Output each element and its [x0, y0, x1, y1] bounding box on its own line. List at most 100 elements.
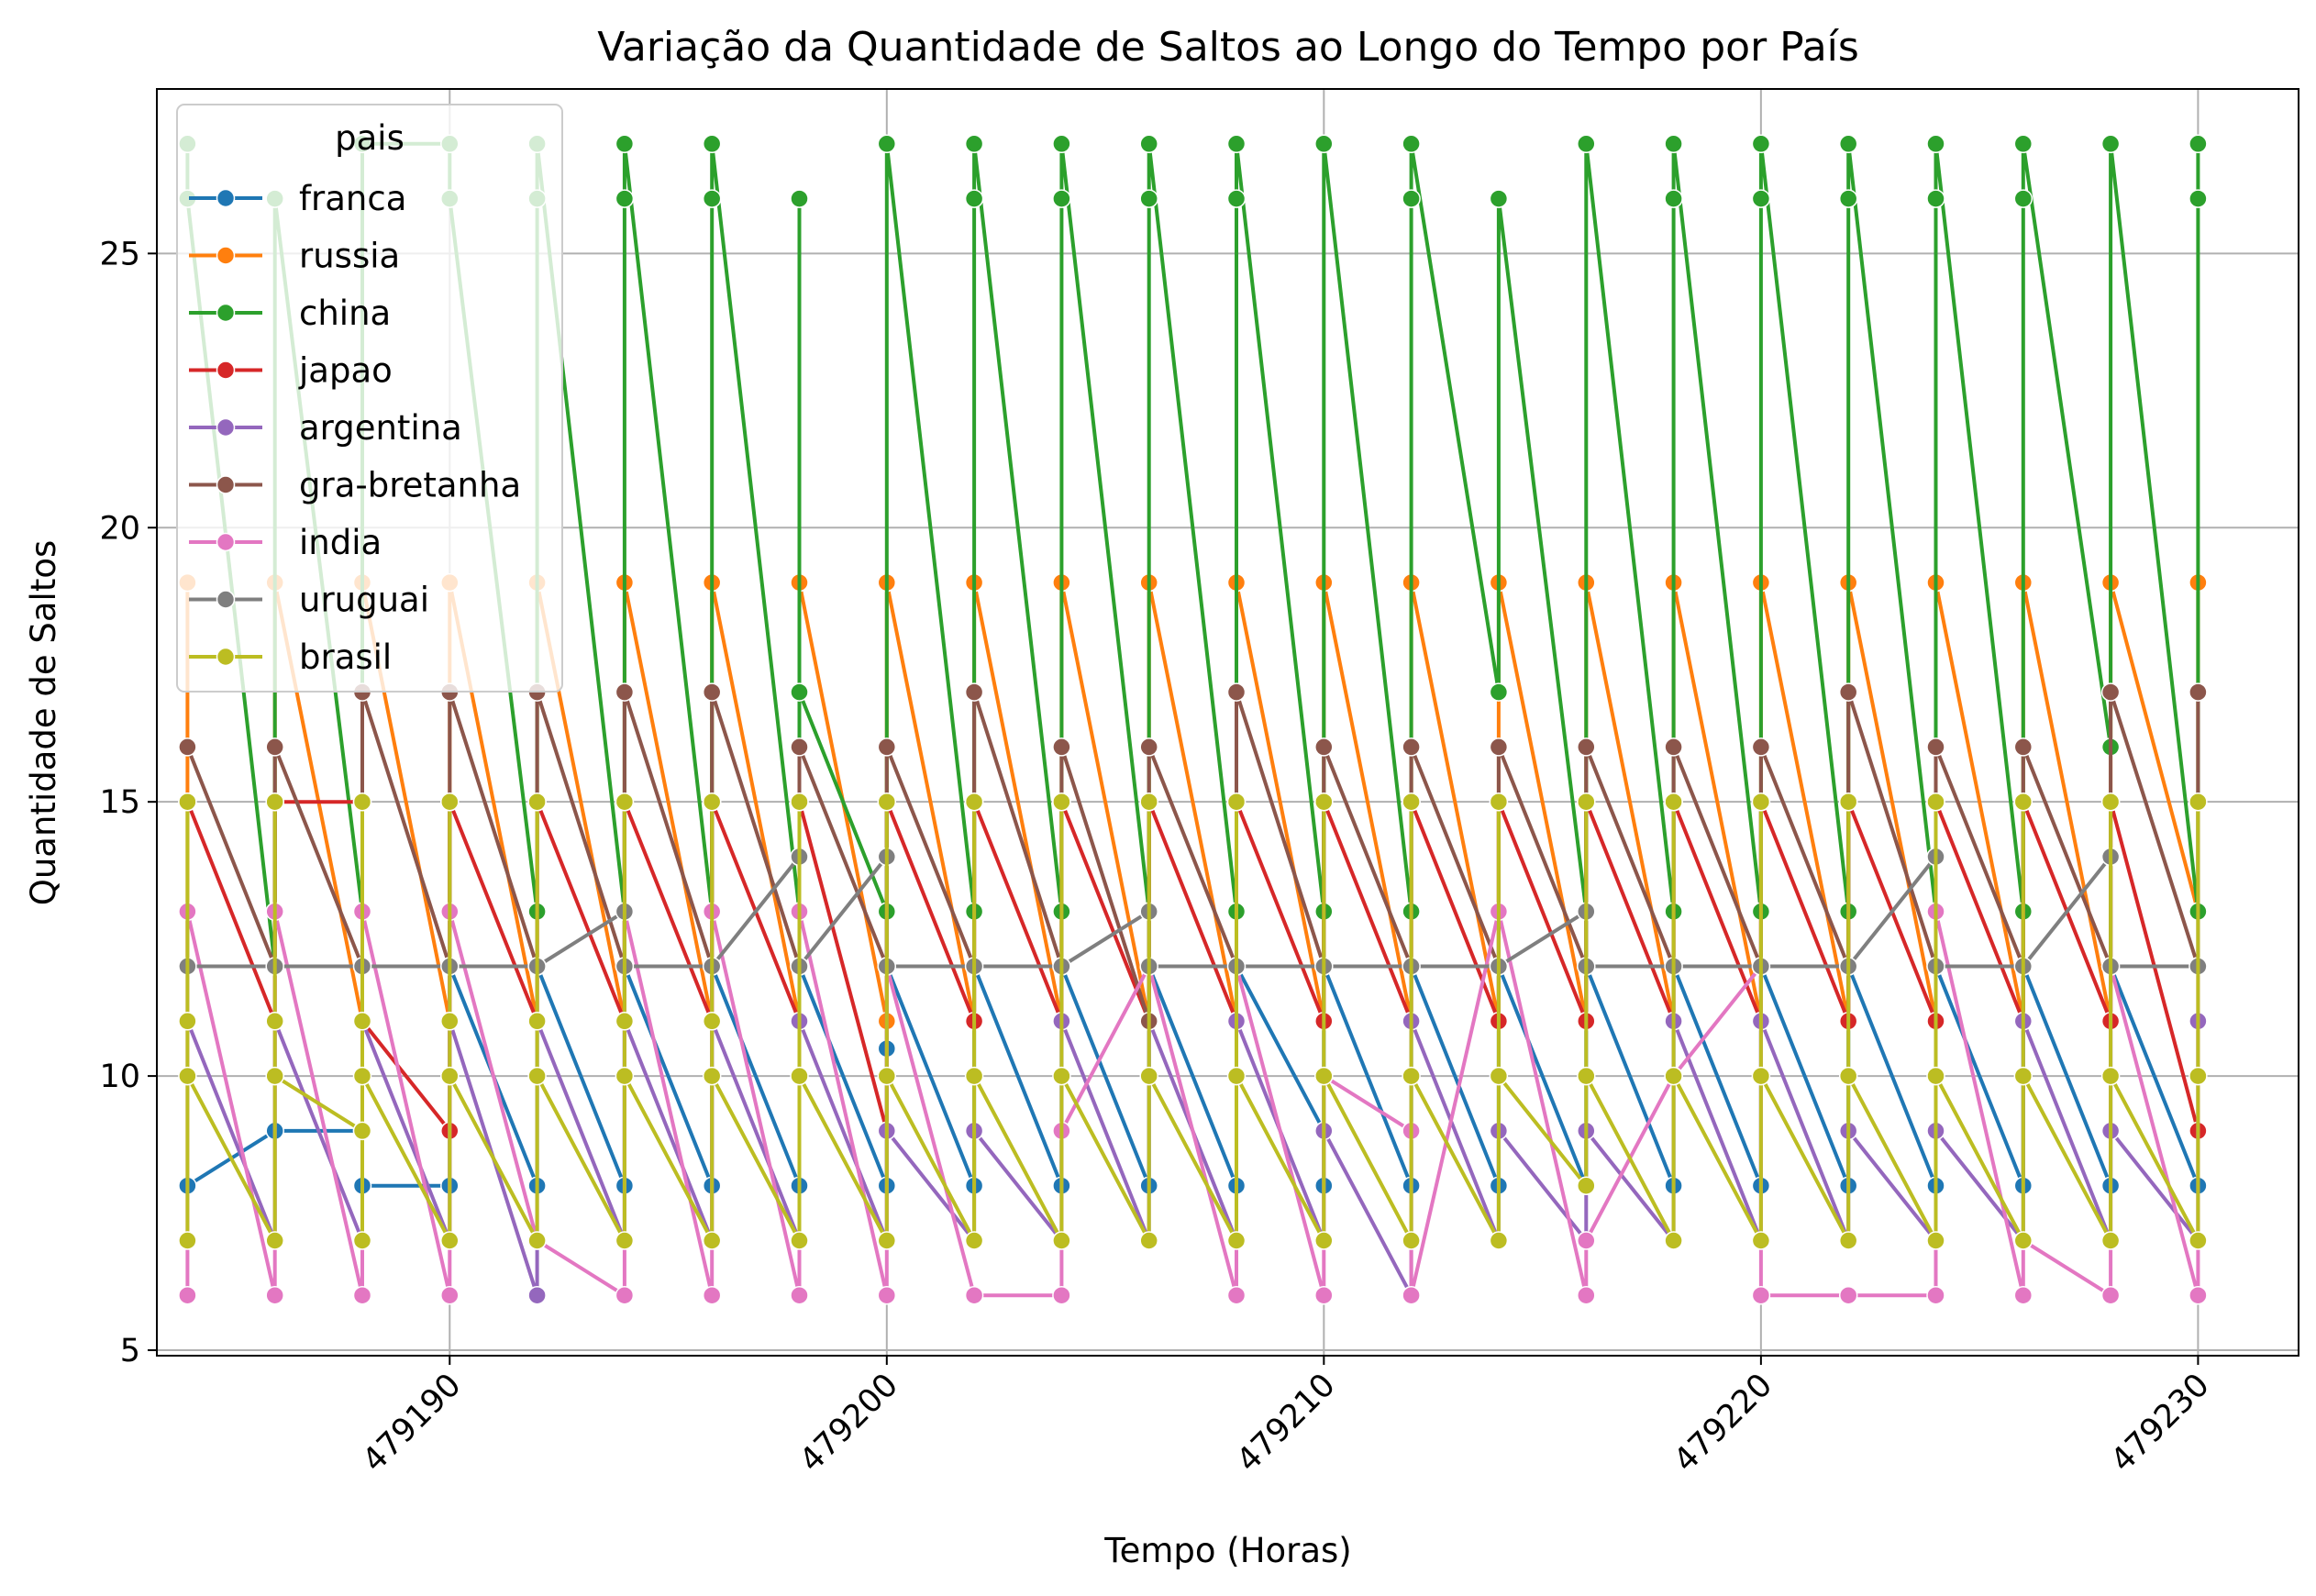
data-point-india	[877, 1285, 897, 1305]
data-point-brasil	[1226, 1231, 1247, 1250]
data-point-brasil	[527, 1231, 547, 1250]
data-point-brasil	[1489, 1231, 1509, 1250]
data-point-brasil	[2189, 1231, 2208, 1250]
data-point-brasil	[1226, 792, 1247, 812]
data-point-brasil	[440, 1012, 460, 1031]
legend-label-argentina: argentina	[299, 408, 462, 448]
legend-label-franca: franca	[299, 179, 406, 218]
data-point-china	[877, 134, 897, 154]
data-point-brasil	[702, 1231, 722, 1250]
data-point-brasil	[615, 1012, 635, 1031]
legend-label-japao: japao	[298, 351, 393, 391]
data-point-brasil	[1052, 792, 1071, 812]
data-point-brasil	[265, 1231, 284, 1250]
data-point-china	[615, 189, 635, 208]
data-point-india	[178, 1285, 197, 1305]
y-tick-label: 20	[99, 510, 140, 547]
data-point-brasil	[527, 792, 547, 812]
data-point-india	[1926, 1285, 1945, 1305]
data-point-gra-bretanha	[790, 737, 809, 757]
data-point-china	[1139, 189, 1158, 208]
data-point-china	[2100, 134, 2121, 154]
legend-marker-uruguai	[216, 590, 236, 609]
legend-marker-argentina	[216, 417, 236, 438]
data-point-gra-bretanha	[702, 682, 722, 702]
data-point-china	[2189, 134, 2208, 154]
data-point-india	[615, 1285, 635, 1305]
data-point-brasil	[352, 792, 372, 812]
data-point-brasil	[352, 1231, 372, 1250]
data-point-brasil	[2100, 792, 2121, 812]
data-point-gra-bretanha	[1139, 737, 1158, 757]
y-tick-label: 10	[99, 1058, 140, 1095]
data-point-gra-bretanha	[2013, 737, 2033, 757]
data-point-china	[1926, 134, 1945, 154]
data-point-gra-bretanha	[877, 737, 897, 757]
data-point-brasil	[702, 1012, 722, 1031]
data-point-brasil	[1926, 1066, 1945, 1086]
legend-label-gra-bretanha: gra-bretanha	[299, 466, 521, 505]
data-point-brasil	[2100, 1231, 2121, 1250]
data-point-gra-bretanha	[1577, 737, 1596, 757]
data-point-gra-bretanha	[1489, 737, 1509, 757]
data-point-china	[1402, 134, 1421, 154]
legend-marker-franca	[216, 188, 236, 208]
chart-title: Variação da Quantidade de Saltos ao Long…	[597, 24, 1859, 71]
data-point-brasil	[702, 792, 722, 812]
data-point-gra-bretanha	[1926, 737, 1945, 757]
data-point-brasil	[1139, 1066, 1158, 1086]
data-point-brasil	[1139, 1231, 1158, 1250]
data-point-brasil	[352, 1066, 372, 1086]
data-point-brasil	[1838, 792, 1858, 812]
data-point-gra-bretanha	[1052, 737, 1071, 757]
data-point-china	[1052, 189, 1071, 208]
data-point-brasil	[1226, 1066, 1247, 1086]
data-point-india	[1838, 1285, 1858, 1305]
data-point-china	[702, 189, 722, 208]
data-point-brasil	[1402, 792, 1421, 812]
data-point-brasil	[1052, 1066, 1071, 1086]
data-point-gra-bretanha	[615, 682, 635, 702]
data-point-india	[1751, 1285, 1771, 1305]
data-point-brasil	[1577, 792, 1596, 812]
series-line-brasil	[185, 800, 2200, 1243]
y-tick-label: 25	[99, 236, 140, 272]
data-point-brasil	[1751, 1231, 1771, 1250]
data-point-brasil	[1926, 1231, 1945, 1250]
data-point-brasil	[1664, 1066, 1683, 1086]
data-point-brasil	[790, 1231, 809, 1250]
data-point-brasil	[877, 1066, 897, 1086]
data-point-brasil	[702, 1066, 722, 1086]
data-point-india	[265, 1285, 284, 1305]
data-point-brasil	[440, 1066, 460, 1086]
data-point-china	[2013, 134, 2033, 154]
data-point-china	[1577, 134, 1596, 154]
legend-label-russia: russia	[299, 237, 400, 276]
data-point-brasil	[1314, 1231, 1334, 1250]
data-point-china	[1489, 189, 1509, 208]
y-axis-label: Quantidade de Saltos	[24, 540, 63, 906]
data-point-india	[702, 1285, 722, 1305]
data-point-china	[1751, 134, 1771, 154]
data-point-brasil	[615, 1231, 635, 1250]
data-point-india	[1577, 1231, 1596, 1250]
data-point-brasil	[1664, 1231, 1683, 1250]
data-point-brasil	[440, 1231, 460, 1250]
legend-label-india: india	[299, 523, 382, 562]
y-tick-label: 5	[120, 1333, 140, 1369]
data-point-brasil	[440, 792, 460, 812]
data-point-brasil	[1838, 1066, 1858, 1086]
data-point-china	[702, 134, 722, 154]
data-point-brasil	[2013, 1231, 2033, 1250]
data-point-china	[1838, 189, 1858, 208]
data-point-gra-bretanha	[265, 737, 284, 757]
data-point-brasil	[964, 792, 984, 812]
data-point-brasil	[1314, 1066, 1334, 1086]
data-point-brasil	[877, 1231, 897, 1250]
data-point-china	[1926, 189, 1945, 208]
data-point-china	[1489, 682, 1509, 702]
data-point-brasil	[178, 1066, 197, 1086]
data-point-brasil	[1751, 1066, 1771, 1086]
data-point-china	[964, 189, 984, 208]
